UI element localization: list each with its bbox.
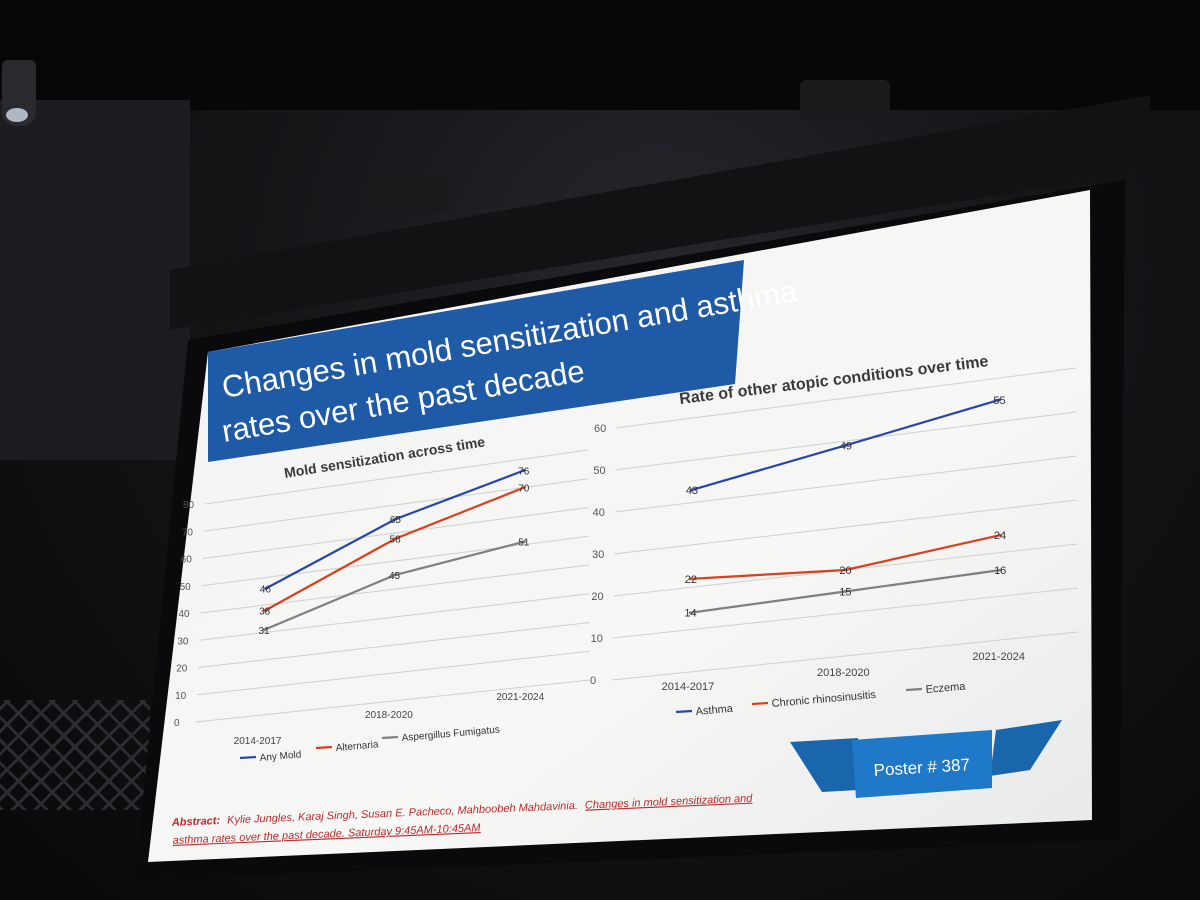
gridline: [200, 564, 590, 614]
data-label: 51: [518, 538, 530, 549]
data-label: 24: [994, 530, 1006, 542]
title-band: [208, 260, 744, 462]
data-label: 38: [259, 607, 271, 618]
x-category-label: 2021-2024: [496, 692, 544, 703]
gridline: [613, 499, 1078, 555]
data-point-asthma: [690, 488, 694, 492]
y-tick-label: 40: [593, 507, 605, 519]
y-tick-label: 80: [183, 500, 195, 511]
ceiling: [0, 0, 1200, 110]
data-point-aspergillus-fumigatus: [393, 573, 397, 577]
y-tick-label: 60: [594, 423, 606, 435]
data-point-chronic-rhinosinusitis: [998, 533, 1002, 537]
data-point-eczema: [998, 568, 1002, 572]
y-tick-label: 70: [182, 527, 194, 538]
legend-label: Eczema: [925, 680, 967, 695]
data-point-asthma: [997, 398, 1001, 402]
data-label: 20: [839, 565, 851, 577]
data-point-any-mold: [394, 517, 398, 521]
poster-ribbon: Poster # 387: [790, 720, 1062, 798]
data-point-chronic-rhinosinusitis: [689, 577, 693, 581]
legend-label: Any Mold: [259, 749, 301, 764]
y-tick-label: 0: [590, 675, 596, 687]
gridline: [199, 593, 590, 641]
x-category-label: 2018-2020: [817, 667, 870, 679]
y-tick-label: 20: [176, 664, 188, 675]
data-point-alternaria: [263, 609, 267, 612]
x-category-label: 2014-2017: [234, 736, 282, 747]
data-point-aspergillus-fumigatus: [262, 628, 266, 632]
x-category-label: 2014-2017: [662, 681, 715, 693]
data-point-any-mold: [522, 468, 526, 472]
screen-housing: [170, 95, 1150, 330]
projector-right: [800, 80, 890, 120]
lamp-light: [6, 108, 28, 122]
data-label: 22: [685, 574, 697, 586]
data-label: 55: [993, 395, 1005, 407]
gridline: [202, 507, 589, 559]
y-tick-label: 50: [180, 582, 192, 593]
legend-swatch-aspergillus-fumigatus: [381, 735, 399, 740]
wall-pillar: [0, 100, 190, 460]
y-tick-label: 0: [174, 718, 180, 729]
data-point-alternaria: [394, 537, 398, 541]
gridline: [615, 411, 1077, 471]
gridline: [201, 535, 589, 587]
gridline: [198, 622, 590, 668]
y-tick-label: 30: [592, 549, 604, 561]
y-tick-label: 10: [175, 691, 187, 702]
x-category-label: 2018-2020: [365, 710, 413, 721]
gridline: [195, 679, 591, 723]
gridline: [611, 631, 1079, 681]
legend-swatch-chronic-rhinosinusitis: [751, 701, 769, 706]
y-tick-label: 20: [591, 591, 603, 603]
data-label: 43: [686, 485, 698, 497]
legend-label: Asthma: [695, 703, 734, 718]
gridline: [204, 449, 589, 505]
data-point-eczema: [843, 590, 847, 593]
ribbon-left-tail: [790, 738, 858, 792]
gridline: [612, 587, 1078, 639]
legend-swatch-any-mold: [239, 755, 257, 760]
y-tick-label: 10: [591, 633, 603, 645]
gridline: [615, 367, 1077, 429]
data-label: 65: [390, 515, 402, 526]
x-category-label: 2021-2024: [972, 651, 1025, 663]
data-point-alternaria: [522, 486, 526, 489]
data-label: 46: [260, 585, 272, 596]
data-label: 31: [258, 626, 270, 637]
data-label: 76: [518, 466, 530, 477]
gridline: [614, 455, 1077, 513]
gridline: [197, 650, 590, 696]
ribbon-right-tail: [990, 720, 1062, 776]
abstract-label: Abstract:: [171, 815, 221, 829]
projector-left: [372, 176, 448, 212]
legend-swatch-alternaria: [315, 745, 333, 750]
y-tick-label: 60: [181, 555, 193, 566]
data-point-chronic-rhinosinusitis: [843, 568, 847, 572]
legend-label: Alternaria: [335, 739, 379, 754]
lighting-truss: [0, 700, 150, 810]
data-label: 49: [840, 440, 852, 452]
data-label: 70: [518, 484, 530, 495]
data-point-eczema: [688, 611, 692, 615]
y-tick-label: 40: [179, 609, 191, 620]
legend-swatch-asthma: [675, 709, 693, 714]
data-label: 15: [839, 587, 851, 599]
data-point-aspergillus-fumigatus: [522, 540, 526, 544]
legend-swatch-eczema: [905, 687, 923, 692]
data-point-any-mold: [264, 587, 268, 590]
ribbon-banner: [852, 730, 992, 798]
y-tick-label: 30: [177, 636, 189, 647]
data-label: 58: [390, 535, 402, 546]
data-point-asthma: [844, 443, 848, 447]
data-label: 14: [684, 608, 696, 620]
data-label: 16: [994, 565, 1006, 577]
y-tick-label: 50: [593, 465, 605, 477]
data-label: 45: [389, 571, 401, 582]
